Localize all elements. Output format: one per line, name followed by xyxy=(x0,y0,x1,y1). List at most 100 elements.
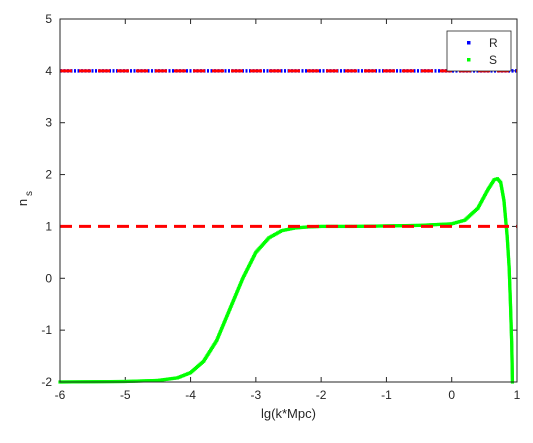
series-s-point xyxy=(282,228,286,232)
plot-frame xyxy=(59,18,518,383)
series-s-point xyxy=(419,223,423,227)
series-s-point xyxy=(148,379,152,383)
series-s-point xyxy=(166,377,170,381)
series-s-point xyxy=(360,224,364,228)
series-s-point xyxy=(432,223,436,227)
y-tick-label: 5 xyxy=(45,12,52,26)
y-tick-label: 2 xyxy=(45,168,52,182)
y-tick-label: 0 xyxy=(45,271,52,285)
series-s-point xyxy=(291,226,295,230)
series-s-point xyxy=(445,222,449,226)
series-s-point xyxy=(130,379,134,383)
series-s-point xyxy=(453,221,457,225)
series-s-point xyxy=(288,227,292,231)
series-s-point xyxy=(169,377,173,381)
series-s-point xyxy=(507,263,511,267)
series-s-point xyxy=(450,222,454,226)
series-s-point xyxy=(438,222,442,226)
series-s-point xyxy=(339,224,343,229)
legend: R S xyxy=(446,30,512,72)
series-s-point xyxy=(161,378,165,382)
series-s-point xyxy=(290,227,294,231)
series-s-point xyxy=(506,248,510,252)
series-s-point xyxy=(494,177,498,181)
series-s-point xyxy=(505,240,510,244)
series-s-point xyxy=(131,379,136,383)
series-s-point xyxy=(280,228,284,233)
series-s-point xyxy=(340,224,344,229)
series-s-point xyxy=(293,226,297,230)
y-tick-label: -1 xyxy=(41,323,52,337)
series-s-point xyxy=(355,224,359,228)
series-s-point xyxy=(144,379,149,383)
series-s-point xyxy=(149,379,153,383)
y-axis-label: n s xyxy=(15,191,35,206)
series-s-point xyxy=(157,378,162,382)
series-s-point xyxy=(164,377,168,381)
series-s-point xyxy=(443,222,447,226)
series-s-point xyxy=(396,224,400,228)
series-s-point xyxy=(451,221,455,225)
series-s-point xyxy=(153,378,157,383)
series-s-point xyxy=(357,224,361,228)
series-s-point xyxy=(342,224,346,229)
series-s-point xyxy=(286,227,291,231)
series-s-point xyxy=(151,378,155,383)
y-axis-label-sub: s xyxy=(24,191,35,196)
series-s-point xyxy=(506,251,510,255)
series-s-point xyxy=(146,379,150,383)
series-s-point xyxy=(319,224,323,229)
series-s xyxy=(58,177,515,384)
series-s-point xyxy=(440,222,444,226)
series-s-point xyxy=(437,222,441,227)
legend-label-s: S xyxy=(489,53,497,67)
series-s-point xyxy=(304,225,309,229)
series-s-point xyxy=(430,223,434,227)
x-tick-label: -6 xyxy=(55,388,66,402)
series-s-point xyxy=(123,379,127,384)
series-s-point xyxy=(417,223,421,227)
series-s-point xyxy=(126,379,131,383)
series-s-point xyxy=(375,224,379,228)
series-s-point xyxy=(455,220,459,225)
series-s-point xyxy=(162,377,167,382)
series-s-point xyxy=(394,224,398,228)
series-s-point xyxy=(337,224,341,229)
series-s-point xyxy=(506,241,510,245)
series-s-point xyxy=(414,223,418,228)
series-s-point xyxy=(135,379,139,383)
series-s-point xyxy=(461,219,465,223)
x-tick-label: -5 xyxy=(120,388,131,402)
series-s-point xyxy=(459,219,464,223)
series-s-point xyxy=(322,224,327,229)
x-tick-label: 0 xyxy=(448,388,455,402)
series-s-point xyxy=(492,178,496,182)
series-s-point xyxy=(133,379,137,383)
legend-box xyxy=(446,30,512,72)
series-s-point xyxy=(399,224,403,228)
series-s-point xyxy=(505,238,510,242)
x-tick-label: -4 xyxy=(185,388,196,402)
series-s-point xyxy=(448,222,452,226)
series-s-point xyxy=(446,222,451,226)
x-tick-label: -3 xyxy=(251,388,262,402)
series-s-point xyxy=(283,228,287,232)
series-s-point xyxy=(321,224,325,229)
series-s-point xyxy=(441,222,446,226)
series-s-point xyxy=(378,224,382,228)
series-s-point xyxy=(143,379,147,383)
series-s-point xyxy=(140,379,144,383)
series-s-point xyxy=(506,256,511,260)
legend-marker-s xyxy=(467,58,471,62)
series-s-point xyxy=(415,223,420,228)
legend-marker-r xyxy=(467,41,471,45)
series-s-point xyxy=(172,376,176,380)
series-s-point xyxy=(358,224,362,228)
series-s-point xyxy=(506,249,510,254)
series-s-point xyxy=(456,220,460,224)
series-s-point xyxy=(506,253,510,257)
series-s-point xyxy=(507,264,511,268)
series-s-point xyxy=(174,376,178,380)
series-s-point xyxy=(507,258,511,262)
series-s-point xyxy=(412,223,416,228)
